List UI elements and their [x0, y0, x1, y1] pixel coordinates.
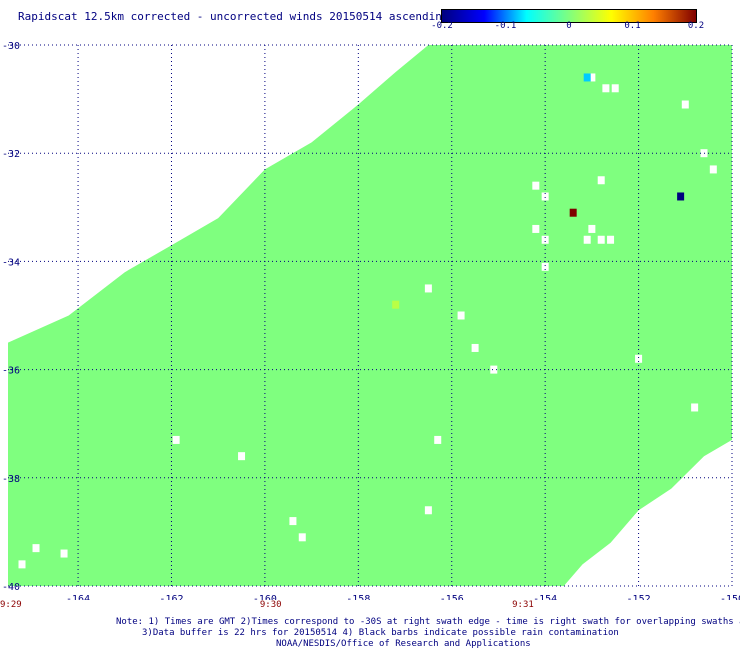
- flagged-pixel: [677, 192, 685, 201]
- missing-pixel: [532, 224, 540, 233]
- colorbar-tick-label: -0.2: [431, 21, 453, 31]
- missing-pixel: [434, 435, 442, 444]
- y-tick-label: -30: [2, 41, 20, 52]
- missing-pixel: [289, 517, 297, 526]
- missing-pixel: [597, 176, 605, 185]
- x-tick-label: -160: [253, 594, 277, 600]
- missing-pixel: [490, 365, 498, 374]
- plot-area: -164 -162 -160 -158 -156 -154 -152 -150 -30 -32 -3…: [2, 41, 740, 600]
- time-label: 9:31: [512, 600, 534, 610]
- y-tick-label: -36: [2, 366, 20, 377]
- flagged-pixel: [392, 300, 400, 309]
- x-tick-label: -162: [159, 594, 183, 600]
- x-tick-label: -154: [533, 594, 557, 600]
- missing-pixel: [424, 284, 432, 293]
- colorbar-tick-label: -0.1: [494, 21, 517, 31]
- colorbar-tick-label: 0: [566, 21, 572, 31]
- colorbar-tick-label: 0.2: [687, 21, 705, 31]
- y-tick-label: -32: [2, 149, 20, 160]
- missing-pixel: [541, 235, 549, 244]
- y-tick-label: -34: [2, 257, 20, 268]
- missing-pixel: [681, 100, 689, 109]
- y-tick-label: -40: [2, 582, 20, 593]
- missing-pixel: [709, 165, 717, 174]
- chart-title: Rapidscat 12.5km corrected - uncorrected…: [18, 10, 449, 23]
- time-label: 9:29: [0, 600, 22, 610]
- flagged-pixel: [583, 73, 591, 82]
- note-line-2: 3)Data buffer is 22 hrs for 20150514 4) …: [142, 628, 619, 638]
- missing-pixel: [32, 544, 40, 553]
- flagged-pixel: [569, 208, 577, 217]
- note-line-3: NOAA/NESDIS/Office of Research and Appli…: [276, 639, 531, 649]
- missing-pixel: [635, 354, 643, 363]
- missing-pixel: [457, 311, 465, 320]
- missing-pixel: [541, 192, 549, 201]
- missing-pixel: [298, 533, 306, 542]
- missing-pixel: [597, 235, 605, 244]
- missing-pixel: [424, 506, 432, 515]
- x-tick-label: -150: [720, 594, 740, 600]
- y-tick-label: -38: [2, 474, 20, 485]
- missing-pixel: [172, 435, 180, 444]
- colorbar: [441, 9, 697, 23]
- missing-pixel: [18, 560, 26, 569]
- missing-pixel: [541, 262, 549, 271]
- missing-pixel: [700, 149, 708, 158]
- note-line-1: Note: 1) Times are GMT 2)Times correspon…: [116, 617, 740, 627]
- missing-pixel: [471, 343, 479, 352]
- x-tick-label: -152: [627, 594, 651, 600]
- x-tick-label: -164: [66, 594, 90, 600]
- missing-pixel: [588, 73, 596, 82]
- missing-pixel: [602, 84, 610, 93]
- missing-pixel: [532, 181, 540, 190]
- missing-pixel: [607, 235, 615, 244]
- missing-pixel: [691, 403, 699, 412]
- missing-pixel: [60, 549, 68, 558]
- missing-pixel: [723, 582, 731, 590]
- x-tick-label: -158: [346, 594, 370, 600]
- colorbar-tick-label: 0.1: [624, 21, 641, 31]
- missing-pixel: [588, 224, 596, 233]
- x-tick-label: -156: [440, 594, 464, 600]
- missing-pixel: [611, 84, 619, 93]
- swath-area: [8, 45, 732, 586]
- missing-pixel: [238, 452, 246, 461]
- time-label: 9:30: [259, 600, 282, 610]
- missing-pixel: [583, 235, 591, 244]
